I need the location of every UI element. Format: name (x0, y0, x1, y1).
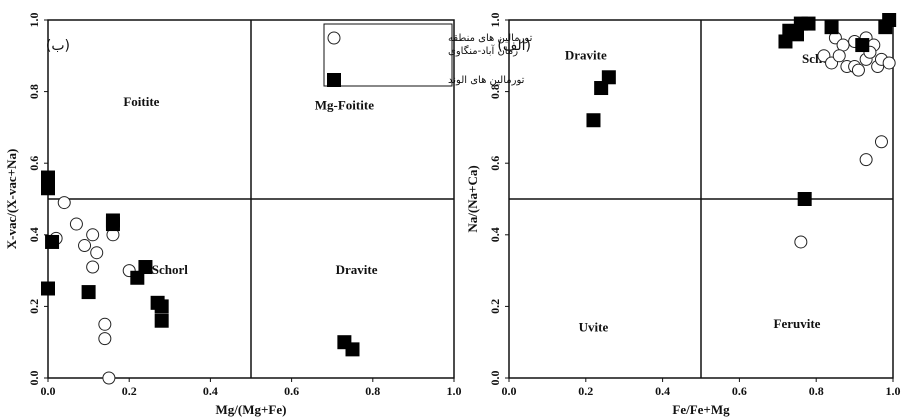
x-tick-label: 0.4 (655, 384, 670, 398)
region-label-dravite: Dravite (336, 262, 378, 277)
y-tick-label: 0.8 (27, 84, 41, 99)
data-point-circle (86, 260, 100, 274)
panel-label: (الف) (497, 38, 531, 54)
x-axis-title: Fe/Fe+Mg (672, 402, 730, 417)
data-point-square (778, 34, 793, 49)
data-point-circle (98, 317, 112, 331)
panel-label: (ب) (46, 38, 70, 54)
data-point-square (105, 217, 120, 232)
data-point-circle (57, 196, 71, 210)
x-tick-label: 0.8 (365, 384, 380, 398)
legend-marker-square (327, 73, 341, 87)
y-tick-label: 0.0 (488, 371, 502, 386)
data-point-square (586, 113, 601, 128)
region-label-mg-foitite: Mg-Foitite (315, 98, 374, 113)
region-label-uvite: Uvite (579, 319, 609, 334)
legend-box (323, 23, 453, 87)
y-tick-label: 0.8 (488, 84, 502, 99)
data-point-circle (882, 56, 896, 70)
data-point-circle (78, 239, 92, 253)
data-point-square (81, 285, 96, 300)
x-tick-label: 0.8 (809, 384, 824, 398)
y-tick-label: 0.0 (27, 371, 41, 386)
data-point-square (345, 342, 360, 357)
x-axis-title: Mg/(Mg+Fe) (216, 402, 287, 417)
data-point-circle (836, 38, 850, 52)
data-point-square (41, 170, 55, 185)
data-point-square (801, 16, 816, 31)
data-point-square (154, 299, 169, 314)
data-point-circle (859, 153, 873, 167)
data-point-square (797, 192, 812, 206)
data-point-square (41, 181, 55, 196)
data-point-square (790, 27, 804, 42)
data-point-square (594, 81, 609, 96)
y-tick-label: 0.6 (27, 156, 41, 171)
data-point-circle (102, 371, 116, 385)
region-label-dravite: Dravite (565, 47, 607, 62)
legend-entry-text: تورمالین های منطقه (448, 33, 533, 44)
y-axis-title: Na/(Na+Ca) (465, 165, 480, 232)
x-tick-label: 0.6 (732, 384, 747, 398)
data-point-circle (851, 63, 865, 77)
x-tick-label: 1.0 (886, 384, 901, 398)
data-point-square (601, 70, 616, 85)
y-axis-title: X-vac/(X-vac+Na) (4, 149, 19, 250)
y-tick-label: 0.4 (27, 227, 41, 242)
x-tick-label: 0.4 (203, 384, 218, 398)
data-point-circle (874, 135, 888, 149)
legend-marker-circle (327, 31, 341, 45)
data-point-square (45, 234, 60, 249)
y-tick-label: 1.0 (27, 13, 41, 28)
data-point-circle (794, 235, 808, 249)
y-tick-label: 0.2 (488, 299, 502, 314)
data-point-square (130, 270, 145, 285)
x-tick-label: 0.2 (122, 384, 137, 398)
legend-entry-text: تورمالین های الوند (448, 75, 525, 86)
data-point-square (154, 313, 169, 328)
data-point-circle (86, 228, 100, 242)
data-point-square (882, 13, 897, 27)
x-tick-label: 0.0 (502, 384, 517, 398)
data-point-square (138, 260, 153, 275)
data-point-circle (69, 217, 83, 231)
data-point-square (41, 281, 55, 296)
data-point-square (855, 38, 870, 53)
x-tick-label: 0.2 (578, 384, 593, 398)
x-tick-label: 0.6 (284, 384, 299, 398)
legend-entry-text: زمان آباد-منگاوی (448, 44, 518, 57)
data-point-circle (90, 246, 104, 260)
y-tick-label: 1.0 (488, 13, 502, 28)
chart-panel-1: 0.0 0.2 0.4 0.6 0.8 1.0 0.0 0.2 0.4 0.6 0.8 1.0 Mg/(… (4, 13, 533, 418)
chart-panel-2: 0.0 0.2 0.4 0.6 0.8 1.0 0.0 0.2 0.4 0.6 0.8 1.0 Fe/F… (465, 13, 901, 418)
region-label-schorl: Schorl (152, 262, 189, 277)
y-tick-label: 0.2 (27, 299, 41, 314)
x-tick-label: 1.0 (447, 384, 462, 398)
x-tick-label: 0.0 (41, 384, 56, 398)
region-label-feruvite: Feruvite (774, 316, 821, 331)
y-tick-label: 0.4 (488, 227, 502, 242)
data-point-circle (98, 332, 112, 346)
y-tick-label: 0.6 (488, 156, 502, 171)
data-point-circle (832, 49, 846, 63)
region-label-foitite: Foitite (123, 94, 159, 109)
data-point-square (824, 20, 839, 35)
